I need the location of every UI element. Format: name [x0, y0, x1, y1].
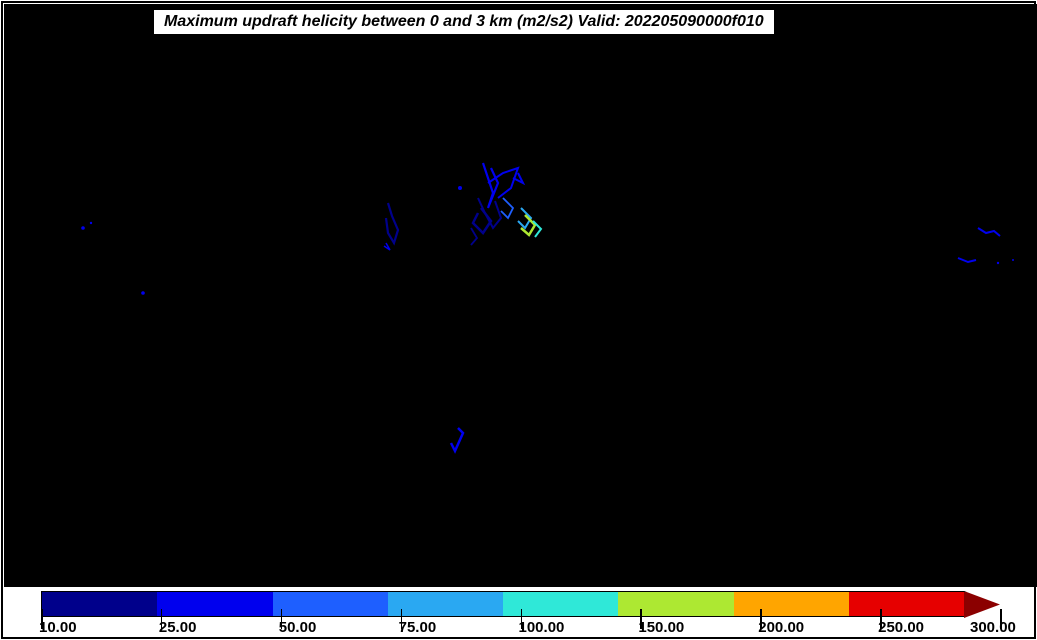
map-area: Maximum updraft helicity between 0 and 3…: [3, 3, 1037, 588]
tick-label-10: 10.00: [39, 619, 77, 636]
tick-label-50: 50.00: [279, 619, 317, 636]
tick-label-250: 250.00: [878, 619, 924, 636]
map-border: [4, 4, 1037, 587]
map-title: Maximum updraft helicity between 0 and 3…: [153, 9, 775, 35]
tick-label-300: 300.00: [970, 619, 1016, 636]
colorbar-arrow-tip: [964, 591, 1000, 618]
tick-label-100: 100.00: [519, 619, 565, 636]
tick-label-150: 150.00: [638, 619, 684, 636]
colorbar-ticks: 10.00 25.00 50.00 75.00 100.00 150.00 20…: [41, 617, 1000, 631]
tick-label-75: 75.00: [399, 619, 437, 636]
colorbar-segment-25-50: [157, 591, 272, 617]
colorbar-segment-250-300: [849, 591, 964, 617]
us-map-svg: [3, 3, 1037, 588]
colorbar-segment-200-250: [734, 591, 849, 617]
tick-label-200: 200.00: [758, 619, 804, 636]
colorbar-segment-10-25: [41, 591, 157, 617]
colorbar-segment-150-200: [618, 591, 733, 617]
tick-label-25: 25.00: [159, 619, 197, 636]
colorbar-segment-75-100: [388, 591, 503, 617]
map-frame: Maximum updraft helicity between 0 and 3…: [1, 1, 1036, 639]
colorbar-segment-50-75: [273, 591, 388, 617]
colorbar: 10.00 25.00 50.00 75.00 100.00 150.00 20…: [3, 591, 1037, 640]
